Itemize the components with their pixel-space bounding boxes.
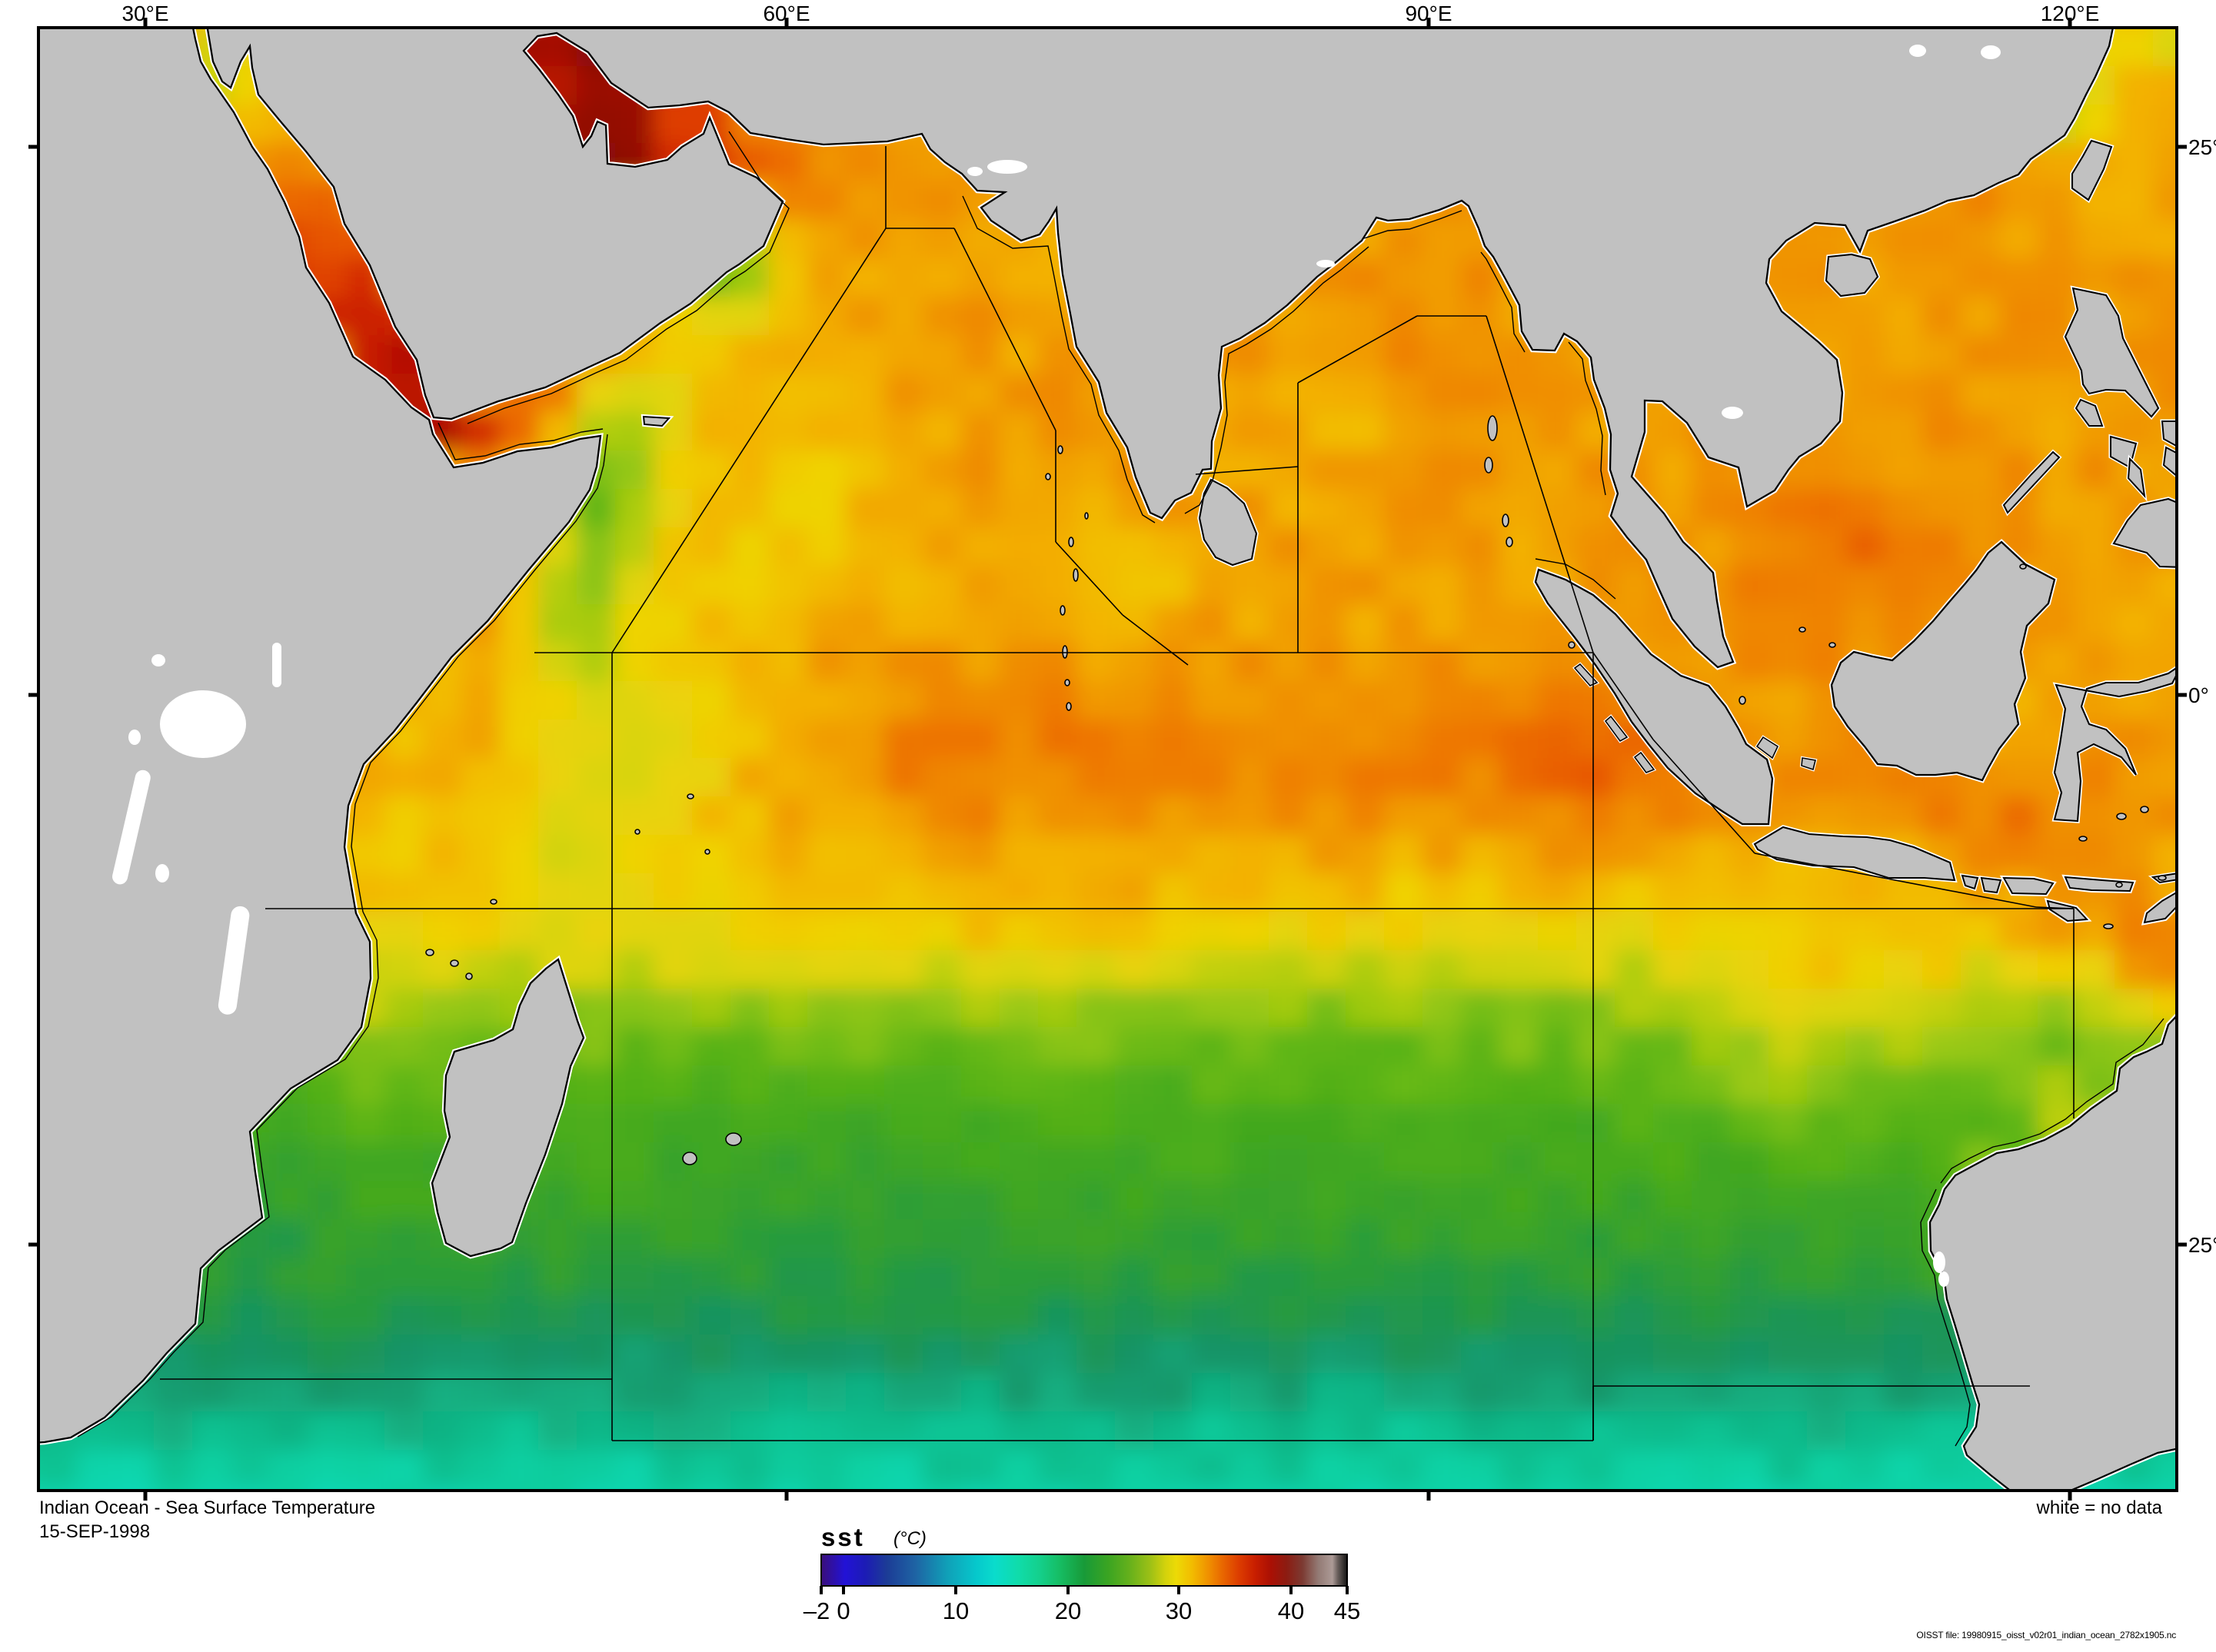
svg-text:25°: 25°: [2188, 135, 2216, 159]
svg-text:sst: sst: [821, 1523, 865, 1551]
svg-text:25°: 25°: [2188, 1233, 2216, 1257]
svg-text:Indian Ocean - Sea Surface Tem: Indian Ocean - Sea Surface Temperature: [39, 1497, 375, 1518]
svg-text:white = no data: white = no data: [2036, 1497, 2163, 1518]
svg-text:–2: –2: [804, 1597, 830, 1624]
svg-text:30: 30: [1166, 1597, 1192, 1624]
svg-text:15-SEP-1998: 15-SEP-1998: [39, 1521, 150, 1542]
svg-text:0°: 0°: [2188, 683, 2209, 707]
svg-text:40: 40: [1278, 1597, 1304, 1624]
svg-text:20: 20: [1055, 1597, 1081, 1624]
svg-text:OISST file: 19980915_oisst_v02: OISST file: 19980915_oisst_v02r01_indian…: [1916, 1630, 2176, 1640]
svg-text:45: 45: [1334, 1597, 1360, 1624]
svg-text:60°E: 60°E: [763, 2, 810, 25]
svg-text:(°C): (°C): [893, 1528, 927, 1549]
svg-text:10: 10: [943, 1597, 969, 1624]
svg-text:0: 0: [837, 1597, 850, 1624]
svg-text:120°E: 120°E: [2041, 2, 2100, 25]
svg-text:30°E: 30°E: [121, 2, 168, 25]
svg-text:90°E: 90°E: [1405, 2, 1452, 25]
